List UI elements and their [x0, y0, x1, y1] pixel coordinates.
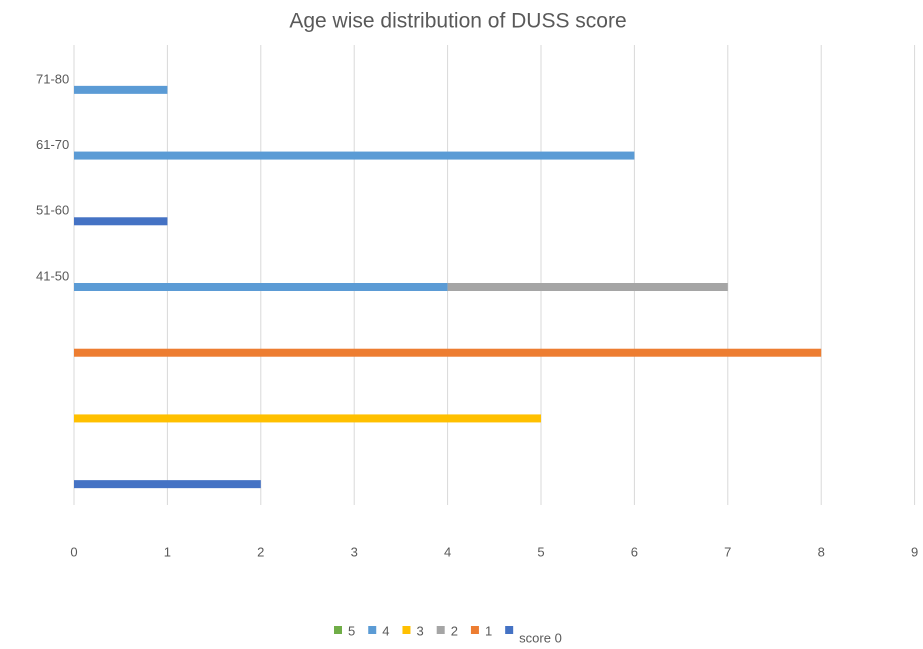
legend-label: score 0: [519, 630, 562, 645]
legend-swatch: [402, 626, 411, 634]
bar: [74, 85, 168, 94]
x-tick-label: 2: [257, 544, 264, 559]
bar: [74, 283, 448, 291]
x-tick-label: 0: [70, 544, 77, 559]
y-tick-label: 71-80: [36, 71, 69, 86]
bar: [447, 283, 728, 291]
x-tick-label: 3: [351, 544, 358, 559]
bar: [74, 480, 261, 489]
y-tick-label: 41-50: [36, 268, 69, 283]
x-tick-label: 5: [537, 544, 544, 559]
y-tick-label: 61-70: [36, 137, 69, 152]
y-tick-label: 51-60: [36, 203, 69, 218]
legend-label: 3: [416, 623, 423, 638]
x-tick-label: 8: [818, 544, 825, 559]
x-tick-label: 1: [164, 544, 171, 559]
legend-label: 4: [382, 623, 389, 638]
x-tick-label: 4: [444, 544, 451, 559]
legend-swatch: [470, 626, 479, 634]
legend-label: 1: [485, 623, 492, 638]
legend-swatch: [436, 626, 445, 634]
bar: [74, 217, 168, 226]
legend-swatch: [334, 626, 342, 634]
x-tick-label: 6: [631, 544, 638, 559]
chart-title: Age wise distribution of DUSS score: [289, 10, 626, 33]
x-tick-label: 9: [911, 544, 918, 559]
bar: [74, 151, 635, 160]
legend-label: 5: [348, 623, 355, 638]
x-tick-label: 7: [724, 544, 731, 559]
legend-swatch: [368, 626, 377, 634]
legend-swatch: [505, 626, 514, 634]
bar: [74, 414, 541, 423]
legend-label: 2: [451, 623, 458, 638]
bar: [74, 348, 822, 357]
